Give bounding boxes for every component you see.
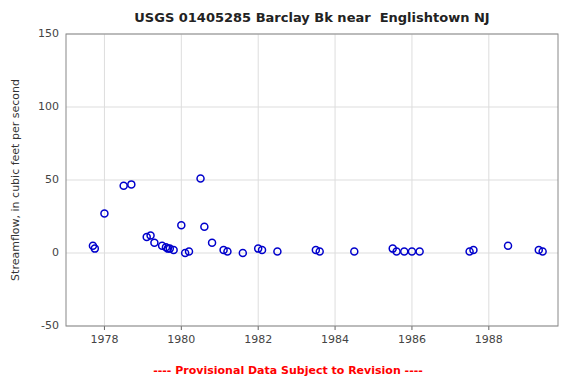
x-tick-label: 1986 [398,333,426,346]
plot-background [66,34,558,326]
point [393,248,400,255]
point [224,248,231,255]
point [101,210,108,217]
grid-line [104,34,105,326]
x-tick-label: 1988 [475,333,503,346]
grid-line [181,34,182,326]
plot-frame [66,34,558,326]
x-tick-label: 1980 [167,333,195,346]
y-tick-label: 0 [52,246,59,259]
grid-line [335,34,336,326]
grid-line [488,34,489,326]
point [505,242,512,249]
y-tick-label: -50 [41,319,59,332]
x-tick-label: 1982 [244,333,272,346]
x-tick-label: 1984 [321,333,349,346]
x-tick [411,326,412,330]
point [197,175,204,182]
point [351,248,358,255]
y-tick-label: 100 [38,100,59,113]
point [201,223,208,230]
point [151,239,158,246]
point [147,232,154,239]
point [316,248,323,255]
grid-line [411,34,412,326]
point [416,248,423,255]
point [401,248,408,255]
point [209,239,216,246]
y-tick-label: 150 [38,27,59,40]
point [178,222,185,229]
point [539,248,546,255]
point [470,247,477,254]
point [186,248,193,255]
x-tick [488,326,489,330]
point [259,247,266,254]
grid-line [66,253,558,254]
x-tick-label: 1978 [90,333,118,346]
points [89,175,546,256]
point [91,245,98,252]
point [408,248,415,255]
point [239,250,246,257]
point [170,247,177,254]
x-tick [258,326,259,330]
x-tick [181,326,182,330]
point [120,182,127,189]
footnote: ---- Provisional Data Subject to Revisio… [153,364,423,377]
point [274,248,281,255]
grid-line [258,34,259,326]
x-tick [335,326,336,330]
grid-line [66,107,558,108]
grid [66,34,558,326]
point [128,181,135,188]
y-tick-label: 50 [45,173,59,186]
title: USGS 01405285 Barclay Bk near Englishtow… [134,10,489,25]
grid-line [66,180,558,181]
chart: -50 0 50 100 150 1978 1980 1982 1984 1986 1988 USGS… [0,0,576,384]
x-tick [104,326,105,330]
y-axis-label: Streamflow, in cubic feet per second [9,79,22,281]
